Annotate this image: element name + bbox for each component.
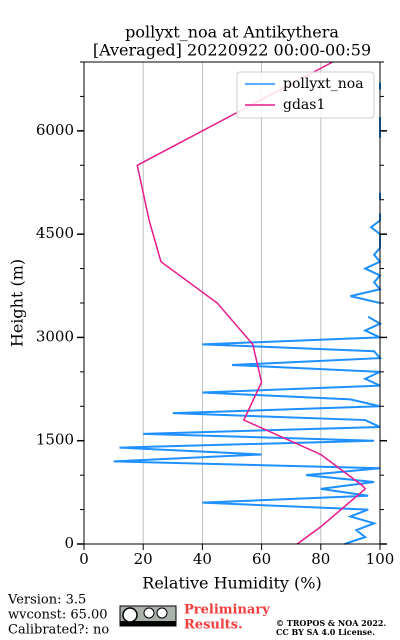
y-tick-label: 0 xyxy=(64,534,74,552)
x-tick-label: 60 xyxy=(252,550,271,568)
x-tick-label: 40 xyxy=(193,550,212,568)
x-tick-label: 0 xyxy=(79,550,89,568)
wvconst: wvconst: 65.00 xyxy=(8,608,108,623)
series-line xyxy=(136,61,367,545)
license: CC BY SA 4.0 License. xyxy=(276,627,375,637)
x-tick-label: 80 xyxy=(311,550,330,568)
cc-logo xyxy=(119,605,177,627)
series-line xyxy=(350,213,382,304)
y-tick-label: 6000 xyxy=(36,121,74,139)
copyright: © TROPOS & NOA 2022. xyxy=(276,618,386,628)
y-tick-label: 3000 xyxy=(36,327,74,345)
plot xyxy=(113,61,383,545)
chart-subtitle: [Averaged] 20220922 00:00-00:59 xyxy=(93,41,371,60)
x-tick-label: 100 xyxy=(366,550,395,568)
series-line xyxy=(113,315,383,545)
version: Version: 3.5 xyxy=(7,593,86,608)
calibrated: Calibrated?: no xyxy=(8,623,109,638)
x-axis-label: Relative Humidity (%) xyxy=(142,574,321,593)
y-tick-label: 4500 xyxy=(36,224,74,242)
preliminary: Preliminary xyxy=(184,603,270,618)
legend-label: pollyxt_noa xyxy=(283,76,364,92)
legend-label: gdas1 xyxy=(283,97,325,113)
y-tick-label: 1500 xyxy=(36,431,74,449)
legend: pollyxt_noa gdas1 xyxy=(236,71,375,119)
y-axis-label: Height (m) xyxy=(8,259,27,347)
x-tick-label: 20 xyxy=(134,550,153,568)
chart-title: pollyxt_noa at Antikythera xyxy=(125,23,339,42)
results: Results. xyxy=(184,618,243,633)
